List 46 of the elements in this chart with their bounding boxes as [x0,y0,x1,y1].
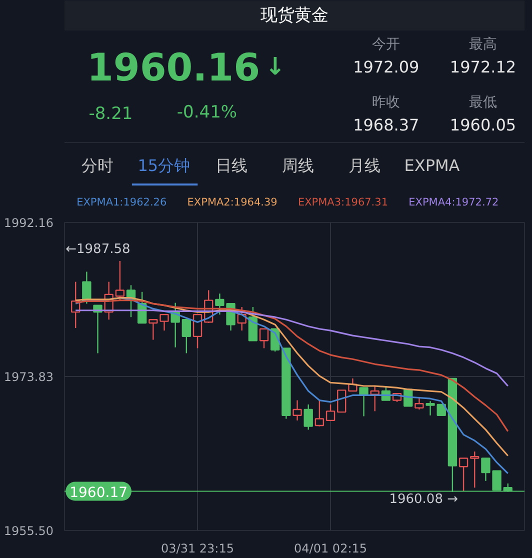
text: 最低 [468,94,497,110]
text: -8.21 [88,104,133,124]
candlestick [314,400,324,427]
candlestick [192,314,202,349]
candlestick [359,387,368,417]
chart-title: 现货黄金 [260,6,328,26]
ref-line-label: 1960.17 [70,484,128,501]
candlestick [259,328,269,349]
text: -0.41% [176,102,238,122]
candlestick [115,260,125,301]
text: EXPMA4:1972.72 [408,196,499,208]
candlestick [436,404,446,416]
candlestick [426,400,435,416]
candlestick [182,319,192,354]
y-tick-label: 1973.83 [4,370,54,384]
text: 1960.05 [450,116,516,134]
text: 今开 [372,36,400,52]
y-tick-label: 1992.16 [4,216,54,230]
text: 15分钟 [138,156,190,175]
text: EXPMA [404,156,460,175]
text: 1972.12 [450,58,516,76]
text: EXPMA2:1964.39 [187,196,278,208]
annotation: ←1987.58 [66,242,130,257]
candlestick [326,404,336,422]
text: EXPMA3:1967.31 [298,196,388,208]
candlestick [337,390,346,413]
text: 分时 [81,156,114,175]
x-tick-label: 03/31 23:15 [161,542,234,556]
text: 周线 [282,156,314,175]
text: ↓ [265,52,286,80]
candlestick [292,400,302,422]
candlestick [458,458,468,492]
text: 日线 [215,156,248,175]
candlestick [304,404,313,430]
candlestick [414,396,424,410]
text: 昨收 [372,94,400,110]
text: 1972.09 [353,58,420,76]
text: EXPMA1:1962.26 [76,196,167,208]
text: 月线 [348,156,381,175]
y-tick-label: 1955.50 [4,524,54,538]
candlestick [470,450,480,488]
x-tick-label: 04/01 02:15 [294,542,368,556]
text: 1960.16 [86,46,260,90]
text: 最高 [468,36,497,52]
text: 1968.37 [353,116,420,134]
annotation: 1960.08 → [389,492,458,508]
